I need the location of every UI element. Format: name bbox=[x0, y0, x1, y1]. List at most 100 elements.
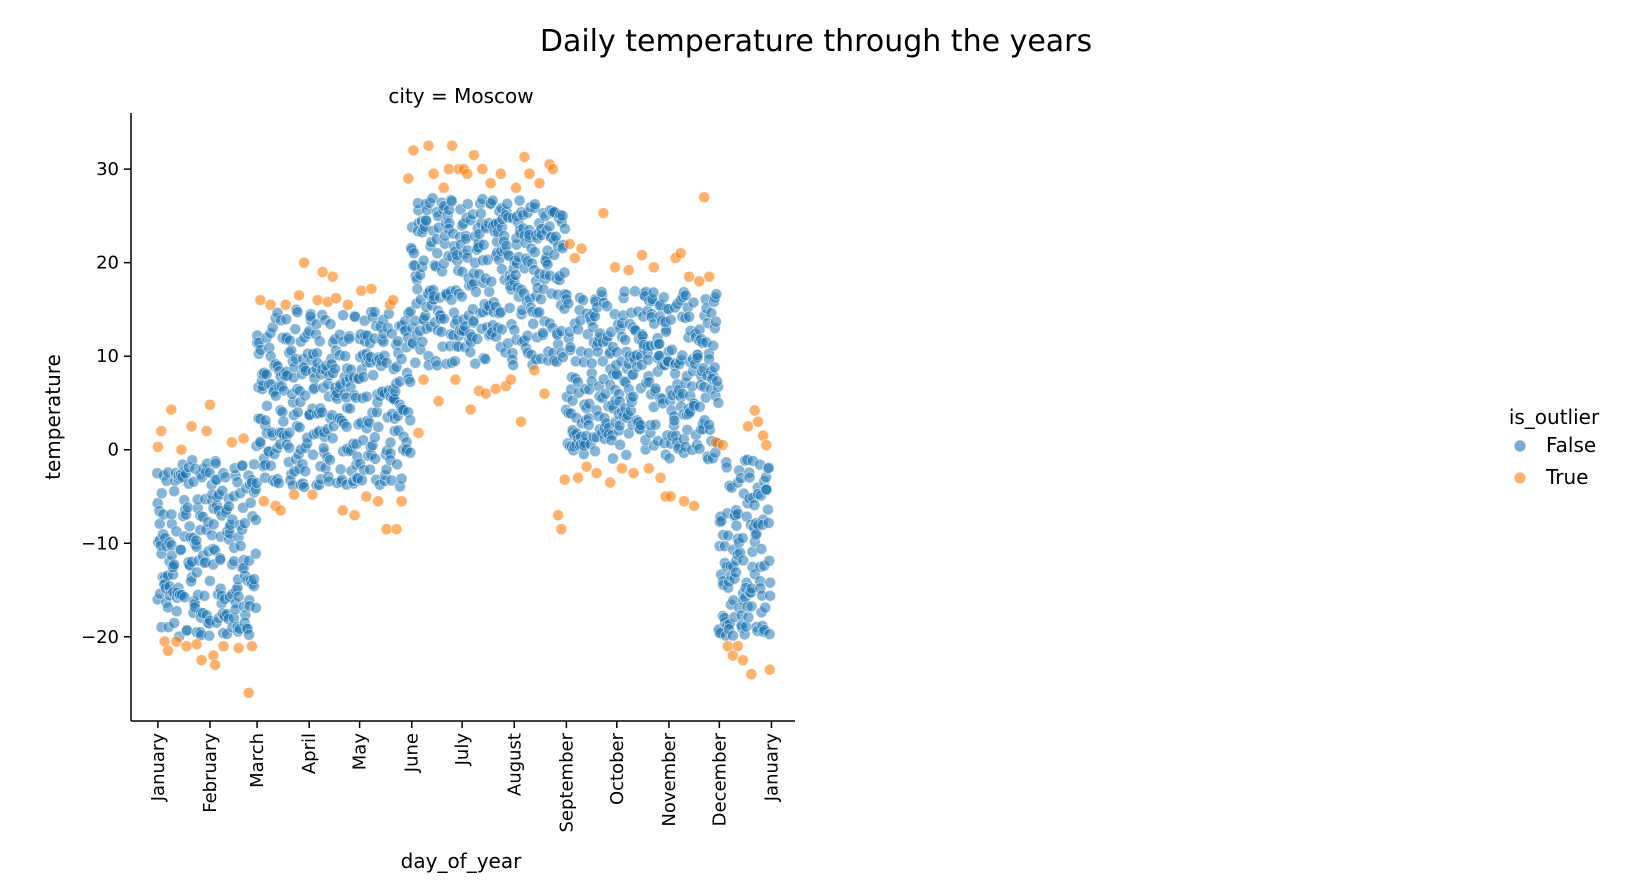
data-point-normal bbox=[649, 418, 662, 431]
data-point-outlier bbox=[226, 436, 238, 449]
data-point-normal bbox=[657, 291, 670, 304]
data-point-outlier bbox=[622, 264, 635, 276]
data-point-normal bbox=[679, 289, 692, 302]
data-point-normal bbox=[703, 418, 715, 431]
data-point-outlier bbox=[731, 640, 744, 653]
data-point-normal bbox=[564, 341, 577, 354]
y-tick-label: 30 bbox=[96, 159, 119, 180]
data-point-normal bbox=[762, 462, 775, 474]
data-point-normal bbox=[168, 558, 180, 571]
data-point-normal bbox=[503, 302, 516, 314]
data-point-outlier bbox=[348, 509, 361, 522]
data-point-outlier bbox=[698, 191, 711, 204]
data-point-outlier bbox=[572, 471, 584, 484]
data-point-normal bbox=[181, 501, 194, 514]
data-point-normal bbox=[411, 283, 424, 295]
data-point-outlier bbox=[390, 523, 403, 536]
data-point-normal bbox=[501, 198, 514, 210]
data-point-normal bbox=[155, 487, 168, 500]
data-point-normal bbox=[715, 515, 728, 527]
data-point-outlier bbox=[523, 167, 536, 180]
data-point-outlier bbox=[342, 298, 354, 311]
x-tick-label: July bbox=[452, 733, 473, 767]
data-point-outlier bbox=[311, 294, 324, 306]
data-point-normal bbox=[455, 290, 468, 303]
data-point-normal bbox=[642, 353, 654, 366]
data-point-normal bbox=[556, 209, 569, 222]
data-point-outlier bbox=[489, 383, 502, 395]
y-tick-label: −20 bbox=[81, 627, 119, 648]
data-point-normal bbox=[664, 313, 677, 326]
data-point-outlier bbox=[442, 163, 455, 175]
data-point-outlier bbox=[555, 523, 568, 536]
data-point-outlier bbox=[703, 270, 716, 283]
data-point-normal bbox=[676, 349, 689, 362]
data-point-normal bbox=[231, 476, 244, 489]
data-point-normal bbox=[395, 353, 408, 365]
data-point-outlier bbox=[412, 427, 425, 439]
data-point-normal bbox=[485, 275, 498, 288]
data-point-outlier bbox=[552, 509, 564, 522]
data-point-normal bbox=[329, 362, 341, 375]
data-point-outlier bbox=[518, 151, 531, 163]
data-point-normal bbox=[259, 414, 272, 427]
data-point-normal bbox=[395, 472, 408, 485]
x-tick-label: September bbox=[556, 732, 577, 832]
data-point-normal bbox=[449, 355, 461, 367]
data-point-outlier bbox=[533, 177, 546, 190]
data-point-normal bbox=[737, 554, 750, 567]
data-point-normal bbox=[293, 421, 306, 434]
data-point-normal bbox=[745, 600, 758, 613]
data-point-outlier bbox=[242, 687, 255, 699]
data-point-normal bbox=[521, 329, 534, 342]
data-point-normal bbox=[764, 576, 776, 589]
data-point-normal bbox=[533, 306, 546, 318]
data-point-outlier bbox=[479, 387, 492, 400]
data-point-normal bbox=[190, 534, 203, 547]
data-point-outlier bbox=[246, 640, 258, 653]
data-point-outlier bbox=[745, 668, 758, 681]
data-point-normal bbox=[763, 628, 776, 640]
data-point-normal bbox=[207, 518, 220, 531]
data-point-outlier bbox=[716, 439, 729, 451]
data-point-normal bbox=[324, 454, 336, 466]
data-point-normal bbox=[416, 335, 429, 348]
data-point-normal bbox=[185, 575, 197, 588]
data-point-outlier bbox=[437, 181, 450, 194]
data-point-normal bbox=[364, 463, 376, 476]
data-point-normal bbox=[477, 238, 490, 251]
data-point-normal bbox=[326, 432, 339, 445]
data-point-normal bbox=[244, 496, 257, 509]
y-tick-label: 20 bbox=[96, 253, 119, 274]
data-point-outlier bbox=[737, 654, 749, 667]
data-point-normal bbox=[313, 335, 326, 348]
data-point-normal bbox=[486, 194, 499, 207]
data-point-outlier bbox=[395, 495, 408, 508]
data-point-outlier bbox=[257, 495, 270, 508]
data-point-normal bbox=[243, 554, 255, 567]
data-point-outlier bbox=[417, 373, 430, 386]
chart-title: Daily temperature through the years bbox=[540, 24, 1092, 59]
data-point-outlier bbox=[387, 294, 400, 306]
data-point-outlier bbox=[279, 298, 292, 311]
data-point-outlier bbox=[293, 289, 305, 302]
data-point-outlier bbox=[494, 167, 507, 180]
data-point-normal bbox=[589, 445, 601, 458]
data-point-normal bbox=[404, 305, 417, 318]
x-tick-label: June bbox=[402, 733, 423, 773]
data-point-normal bbox=[722, 529, 734, 542]
data-point-normal bbox=[260, 368, 273, 381]
data-point-normal bbox=[264, 459, 277, 472]
data-point-outlier bbox=[232, 642, 245, 654]
data-point-normal bbox=[214, 553, 227, 566]
data-point-outlier bbox=[693, 275, 706, 288]
data-point-outlier bbox=[326, 270, 339, 283]
data-point-normal bbox=[367, 369, 380, 382]
data-point-normal bbox=[175, 544, 187, 556]
data-point-normal bbox=[595, 286, 608, 298]
data-point-normal bbox=[748, 499, 761, 511]
data-point-normal bbox=[356, 474, 368, 487]
data-point-normal bbox=[760, 483, 773, 496]
data-point-outlier bbox=[298, 256, 310, 269]
data-point-normal bbox=[762, 517, 775, 529]
